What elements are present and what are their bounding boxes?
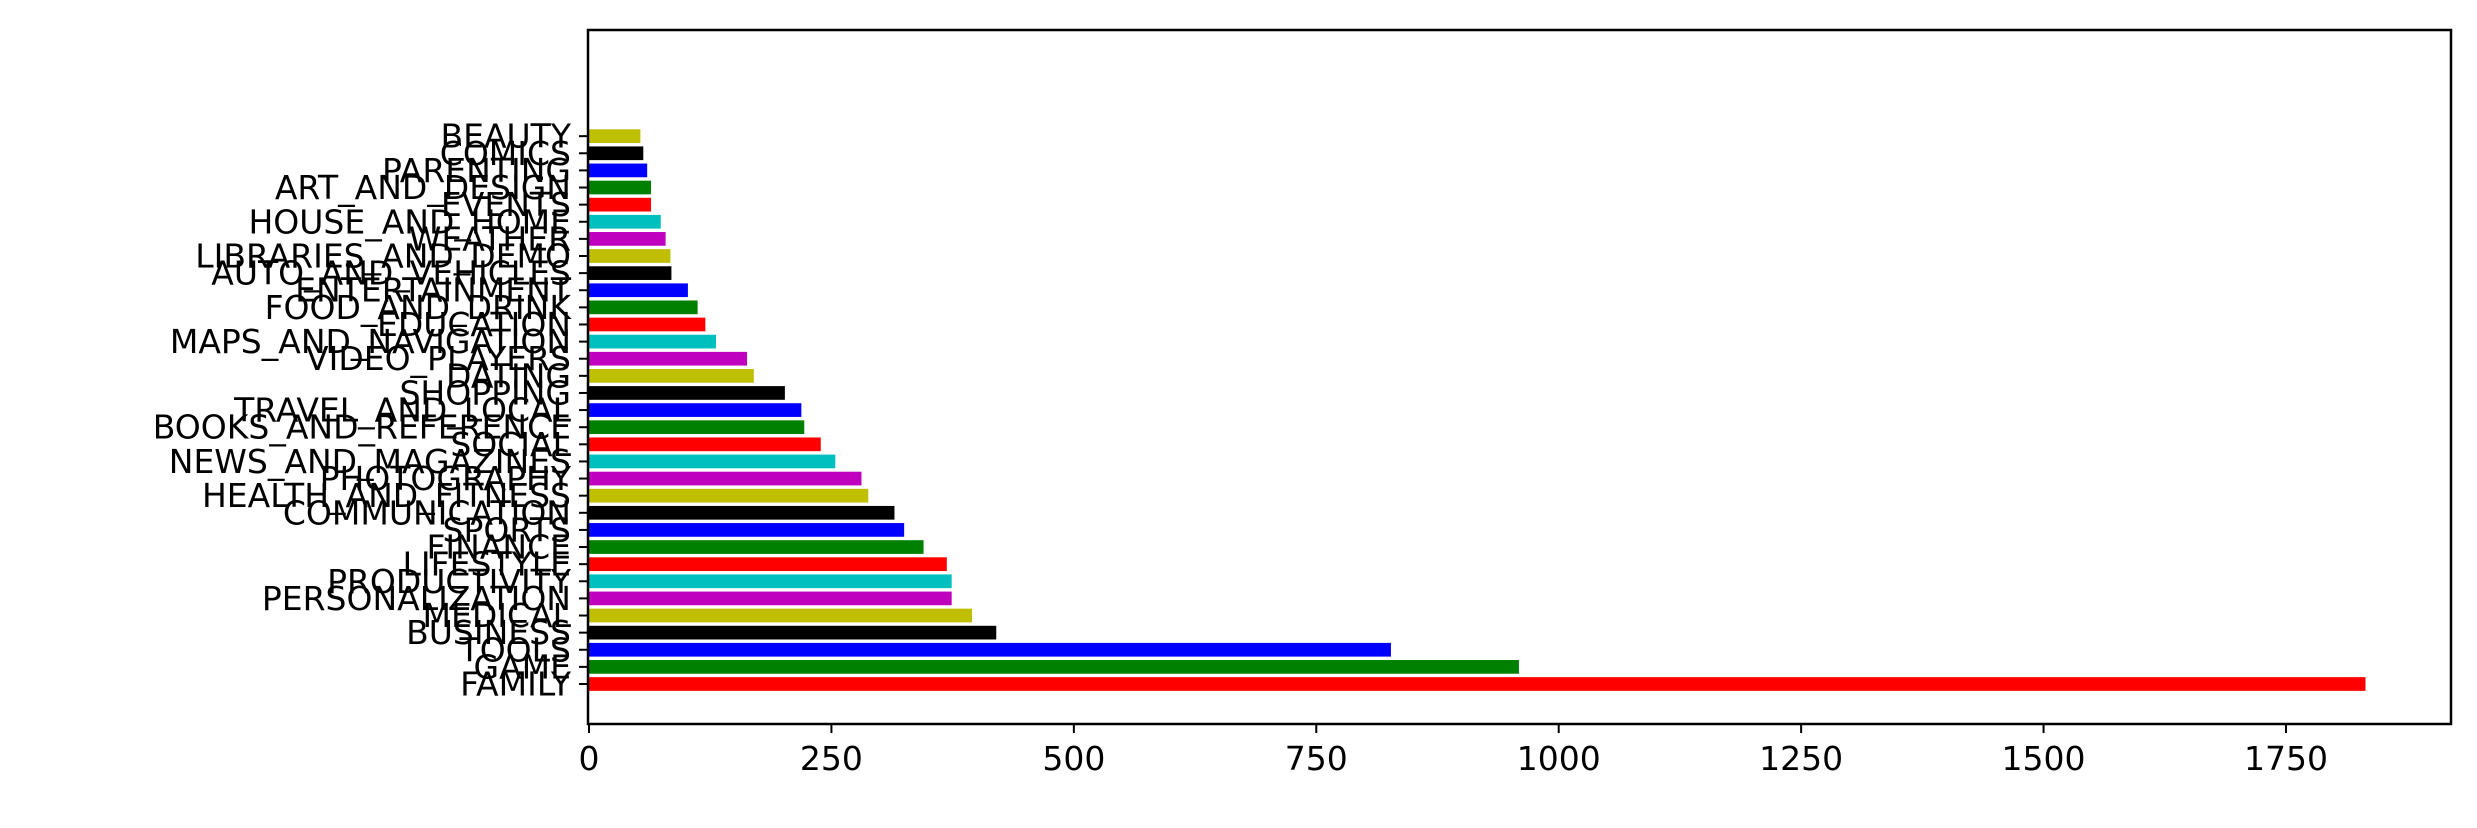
bar-art-and-design [589,180,652,195]
bar-parenting [589,163,648,178]
y-tick-label: BUSINESS [406,613,571,652]
bar-business [589,625,997,640]
y-tick-label: COMICS [440,134,571,173]
y-tick-label: FAMILY [460,665,572,704]
y-tick-label: WEATHER [409,219,571,258]
y-tick-label: NEWS_AND_MAGAZINES [169,442,571,481]
bar-communication [589,505,895,520]
y-tick-label: ART_AND_DESIGN [275,168,571,207]
y-tick-label: PERSONALIZATION [262,579,571,618]
plot-area-frame [586,28,2453,726]
y-tick-label: EDUCATION [377,305,571,344]
y-tick-label: BOOKS_AND_REFERENCE [153,408,571,447]
bar-libraries-and-demo [589,249,671,263]
bar-social [589,437,821,452]
bar-personalization [589,591,952,606]
bar-entertainment [589,283,688,298]
y-tick-label: DATING [446,356,571,395]
bar-productivity [589,574,952,589]
bars-layer [589,129,2366,691]
y-tick-label: PARENTING [382,151,571,190]
y-tick-label: ENTERTAINMENT [295,271,572,310]
x-tick-label: 1250 [1759,739,1843,778]
y-tick-label: AUTO_AND_VEHICLES [211,254,571,293]
y-tick-label: EVENTS [441,185,571,224]
bar-house-and-home [589,214,661,229]
bar-news-and-magazines [589,454,836,469]
bar-video-players [589,351,748,366]
bar-photography [589,471,862,486]
bar-travel-and-local [589,403,802,417]
bar-sports [589,523,905,537]
y-tick-label: FOOD_AND_DRINK [265,288,573,327]
y-tick-label: BEAUTY [440,117,571,156]
y-tick-label: COMMUNICATION [283,493,571,532]
bar-comics [589,146,644,161]
x-tick-label: 1750 [2244,739,2328,778]
bar-maps-and-navigation [589,334,717,349]
y-tick-label: PHOTOGRAPHY [320,459,572,498]
bar-auto-and-vehicles [589,266,672,280]
y-tick-label: SOCIAL [450,425,571,464]
bar-weather [589,232,666,246]
y-tick-label: HOUSE_AND_HOME [248,202,571,241]
bar-family [589,677,2366,691]
bar-tools [589,642,1391,657]
y-tick-label: FINANCE [426,528,571,567]
y-tick-label: LIFESTYLE [403,545,571,584]
y-tick-label: MAPS_AND_NAVIGATION [170,322,571,361]
bar-events [589,197,652,212]
y-tick-label: GAME [474,647,571,686]
y-tick-label: MEDICAL [423,596,572,635]
x-tick-label: 0 [579,739,600,778]
x-tick-label: 1500 [2002,739,2086,778]
y-tick-label: TRAVEL_AND_LOCAL [233,391,571,430]
bar-lifestyle [589,557,947,572]
y-tick-label: TOOLS [459,630,571,669]
bar-health-and-fitness [589,488,869,503]
x-tick-label: 500 [1042,739,1105,778]
y-axis-ticks: FAMILYGAMETOOLSBUSINESSMEDICALPERSONALIZ… [153,117,588,704]
bar-shopping [589,386,785,400]
bar-food-and-drink [589,300,698,315]
bar-dating [589,368,754,383]
x-tick-label: 250 [800,739,863,778]
bar-game [589,660,1519,674]
y-tick-label: SHOPPING [399,373,571,412]
x-tick-label: 750 [1285,739,1348,778]
y-tick-label: HEALTH_AND_FITNESS [202,476,571,515]
y-tick-label: VIDEO_PLAYERS [306,339,571,378]
x-tick-label: 1000 [1517,739,1601,778]
bar-medical [589,608,973,623]
bar-beauty [589,129,641,144]
y-tick-label: PRODUCTIVITY [327,562,572,601]
bar-books-and-reference [589,420,805,435]
y-tick-label: LIBRARIES_AND_DEMO [195,237,571,276]
x-axis-ticks: 0 250 500 750 1000 1250 1500 1750 [579,724,2328,778]
y-tick-label: SPORTS [443,510,571,549]
bar-finance [589,540,924,554]
bar-education [589,317,706,332]
